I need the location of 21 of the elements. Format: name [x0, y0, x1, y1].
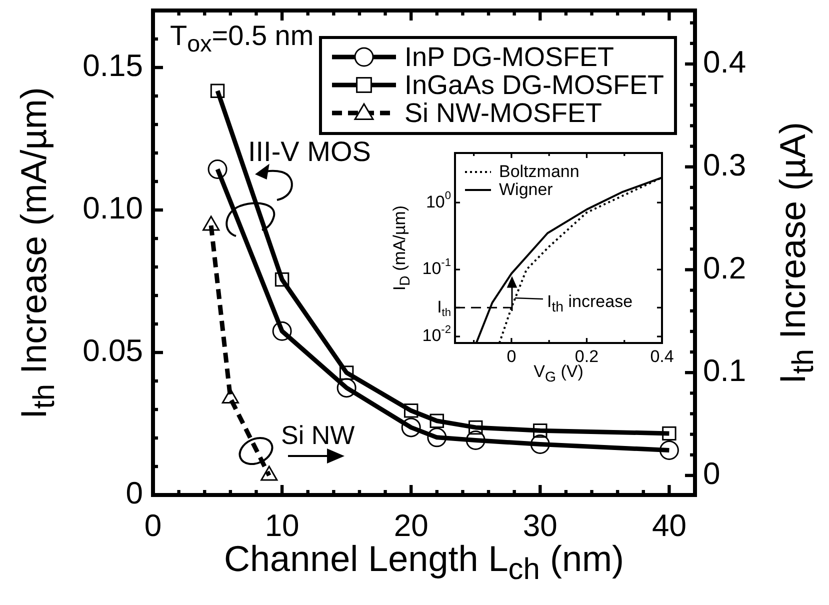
y-tick-label: 0.10	[82, 190, 143, 226]
y2-tick-label: 0	[703, 456, 720, 491]
x-tick-label: 0	[506, 346, 516, 366]
y-tick-label: 0.05	[82, 333, 143, 368]
y2-tick-label: 0.3	[703, 147, 746, 182]
y2-tick-label: 0.1	[703, 353, 746, 388]
annotation: I$_{th}$ increase	[547, 292, 633, 316]
annotation: III-V MOS	[248, 136, 371, 167]
y-tick-label: 0	[126, 476, 143, 511]
y-tick-label: 0.15	[82, 48, 143, 84]
legend-label: InP DG-MOSFET	[404, 42, 614, 72]
y2-tick-label: 0.2	[703, 250, 746, 286]
legend-label: InGaAs DG-MOSFET	[404, 70, 664, 100]
legend-label: Wigner	[499, 180, 553, 199]
y2-tick-label: 0.4	[703, 44, 746, 80]
legend-label: Si NW-MOSFET	[404, 98, 602, 128]
x-tick-label: 0.4	[650, 346, 674, 366]
annotation: T$_{ox}$=0.5 nm	[170, 20, 314, 57]
annotation: Si NW	[281, 420, 355, 450]
x-tick-label: 40	[652, 508, 686, 544]
legend-label: Boltzmann	[499, 162, 580, 181]
